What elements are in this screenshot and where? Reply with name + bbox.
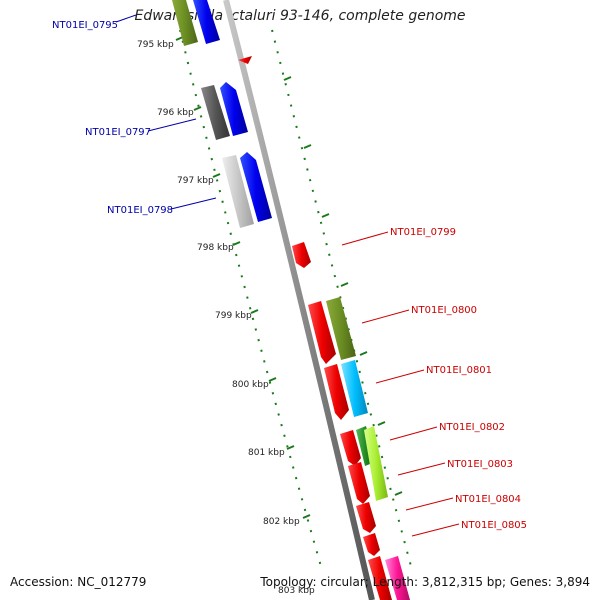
map-title: Edwardsiella ictaluri 93-146, complete g…: [134, 8, 466, 24]
gene-arrow: [201, 85, 230, 140]
gene-label-0802[interactable]: NT01EI_0802: [439, 422, 505, 433]
gene-arrow: [222, 155, 254, 228]
tick-label-803: 803 kbp: [278, 586, 315, 596]
gene-arrow: [172, 0, 198, 46]
tick-label-801: 801 kbp: [248, 448, 285, 458]
topology-text: Topology: circular; Length: 3,812,315 bp…: [260, 575, 590, 589]
gene-arrow: [356, 502, 376, 533]
tick-label-795: 795 kbp: [137, 40, 174, 50]
gene-arrow: [240, 152, 272, 222]
gene-label-0804[interactable]: NT01EI_0804: [455, 494, 521, 505]
gene-arrow: [326, 297, 356, 360]
gene-arrow: [341, 360, 368, 417]
scale-track-right: [271, 29, 413, 571]
tick-label-798: 798 kbp: [197, 243, 234, 253]
gene-arrow: [385, 556, 410, 600]
gene-label-0803[interactable]: NT01EI_0803: [447, 459, 513, 470]
tick-label-802: 802 kbp: [263, 517, 300, 527]
gene-label-0805[interactable]: NT01EI_0805: [461, 520, 527, 531]
gene-arrow: [308, 301, 336, 364]
label-leaders: [115, 14, 460, 537]
gene-arrow: [364, 426, 388, 501]
gene-label-0799[interactable]: NT01EI_0799: [390, 227, 456, 238]
gene-arrow: [368, 556, 392, 600]
gene-label-0801[interactable]: NT01EI_0801: [426, 365, 492, 376]
tick-label-797: 797 kbp: [177, 176, 214, 186]
tick-label-800: 800 kbp: [232, 380, 269, 390]
genes-minus-strand: [172, 0, 272, 228]
gene-arrow: [292, 242, 311, 268]
gene-label-0800[interactable]: NT01EI_0800: [411, 305, 477, 316]
gene-label-0795[interactable]: NT01EI_0795: [52, 20, 118, 31]
accession-text: Accession: NC_012779: [10, 575, 147, 589]
genes-plus-strand: [292, 242, 410, 600]
gene-label-0797[interactable]: NT01EI_0797: [85, 127, 151, 138]
tick-label-796: 796 kbp: [157, 108, 194, 118]
genome-backbone: [223, 0, 375, 600]
gene-arrow: [348, 462, 370, 504]
scale-ticks: [175, 36, 403, 519]
gene-arrow: [238, 56, 252, 64]
scale-track-left: [179, 29, 323, 571]
tick-label-799: 799 kbp: [215, 311, 252, 321]
gene-arrow: [363, 533, 380, 556]
gene-arrow: [340, 430, 361, 466]
gene-arrow: [220, 82, 248, 136]
gene-arrow: [193, 0, 220, 44]
gene-label-0798[interactable]: NT01EI_0798: [107, 205, 173, 216]
gene-arrow: [324, 364, 349, 420]
